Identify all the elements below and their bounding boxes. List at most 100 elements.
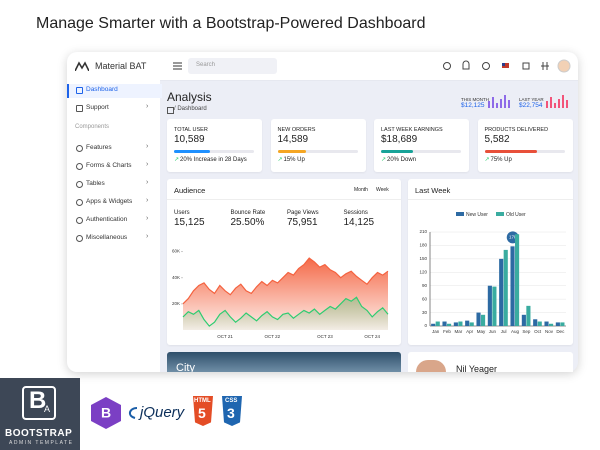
metric-value: 14,125 xyxy=(343,217,375,228)
divider xyxy=(408,199,573,200)
sidebar-item[interactable]: Miscellaneous xyxy=(86,234,128,241)
stat-label: NEW ORDERS xyxy=(277,127,316,133)
top-bar xyxy=(67,52,578,81)
avatar xyxy=(416,360,446,372)
stat-label: PRODUCTS DELIVERED xyxy=(484,127,549,133)
css3-label: CSS xyxy=(225,398,238,404)
badge-box xyxy=(22,386,56,420)
home-icon xyxy=(167,107,174,114)
stat-value: 10,589 xyxy=(174,134,205,145)
summary-label: LAST YEAR xyxy=(519,97,544,102)
stat-card card xyxy=(167,119,262,172)
brand-logo xyxy=(75,61,89,71)
headline: Manage Smarter with a Bootstrap-Powered … xyxy=(36,15,426,32)
css3-version: 3 xyxy=(227,405,235,421)
progress-bar xyxy=(484,150,537,153)
metric-value: 25.50% xyxy=(230,217,265,228)
summary-value: $12,125 xyxy=(461,102,485,109)
css3-shield xyxy=(222,396,242,426)
card-title: Last Week xyxy=(415,186,451,195)
chevron: › xyxy=(146,161,149,168)
stat-card card xyxy=(374,119,469,172)
page-title: Analysis xyxy=(167,90,212,104)
stat-note: 20% Down xyxy=(387,157,417,163)
tab[interactable]: Month xyxy=(354,187,368,193)
chevron: › xyxy=(146,103,149,110)
sidebar-item[interactable]: Authentication xyxy=(86,216,128,223)
sidebar-item[interactable]: Forms & Charts xyxy=(86,162,132,169)
svg-text:B: B xyxy=(101,405,111,421)
badge-title: BOOTSTRAP xyxy=(5,428,73,439)
stat-card card xyxy=(270,119,366,172)
stat-trend-icon: ↗ xyxy=(277,157,283,163)
progress-track xyxy=(174,150,254,153)
metric-label: Page Views xyxy=(287,210,319,216)
progress-bar xyxy=(174,150,210,153)
progress-bar xyxy=(381,150,413,153)
brand-badge xyxy=(0,378,80,450)
progress-track xyxy=(277,150,358,153)
stat-value: $18,689 xyxy=(381,134,418,145)
progress-track xyxy=(381,150,461,153)
sidebar-icon xyxy=(76,163,83,170)
badge-sub: A xyxy=(44,404,51,414)
chevron: › xyxy=(146,233,149,240)
sidebar-item[interactable]: Support xyxy=(86,104,109,111)
sidebar-icon xyxy=(76,235,83,242)
profile-name: Nil Yeager xyxy=(456,364,498,374)
stat-label: LAST WEEK EARNINGS xyxy=(381,127,443,133)
top-icons[interactable] xyxy=(443,57,573,75)
stat-note: 75% Up xyxy=(490,157,512,163)
tab[interactable]: Week xyxy=(376,187,389,193)
sidebar-icon xyxy=(76,87,83,94)
metric-label: Bounce Rate xyxy=(230,210,266,216)
sidebar-icon xyxy=(76,105,83,112)
sidebar-section: Components xyxy=(75,124,110,130)
metric-label: Sessions xyxy=(343,210,368,216)
brand: Material BAT xyxy=(95,61,147,71)
stat-card card xyxy=(477,119,573,172)
audience-card xyxy=(167,179,401,345)
chevron: › xyxy=(146,143,149,150)
metric-label: Users xyxy=(174,210,190,216)
search-box[interactable] xyxy=(188,58,277,74)
sidebar-icon xyxy=(76,181,83,188)
jquery-swirl xyxy=(129,407,138,419)
metric-value: 75,951 xyxy=(287,217,318,228)
chevron: › xyxy=(146,197,149,204)
html5-version: 5 xyxy=(198,405,206,421)
summary-value: $22,754 xyxy=(519,102,543,109)
html5-label: HTML xyxy=(194,398,211,404)
html5-shield xyxy=(193,396,213,426)
sidebar-icon xyxy=(76,199,83,206)
stat-value: 14,589 xyxy=(277,134,309,145)
jquery-logo: jQuery xyxy=(140,404,185,421)
stat-value: 5,582 xyxy=(484,134,510,145)
bootstrap-logo: B xyxy=(91,397,121,429)
stat-note: 15% Up xyxy=(283,157,305,163)
sidebar-item[interactable]: Dashboard xyxy=(86,86,118,93)
stat-note: 20% Increase in 28 Days xyxy=(180,157,247,163)
profile-card xyxy=(408,352,573,372)
progress-bar xyxy=(277,150,306,153)
stat-trend-icon: ↗ xyxy=(174,157,180,163)
card-title: Audience xyxy=(174,186,206,195)
search-placeholder: Search xyxy=(196,62,216,68)
active-item-bg xyxy=(67,84,162,98)
menu-icon[interactable] xyxy=(173,62,182,70)
image-card-text: City xyxy=(176,362,195,372)
last-week-card xyxy=(408,179,573,345)
sidebar-item[interactable]: Tables xyxy=(86,180,105,187)
sidebar xyxy=(67,80,160,372)
chevron: › xyxy=(146,215,149,222)
divider xyxy=(167,199,401,200)
chevron: › xyxy=(146,179,149,186)
stat-trend-icon: ↗ xyxy=(484,157,490,163)
sidebar-item[interactable]: Apps & Widgets xyxy=(86,198,133,205)
stat-trend-icon: ↗ xyxy=(381,157,387,163)
breadcrumb: / Dashboard xyxy=(174,106,207,112)
summary-label: THIS MONTH xyxy=(461,97,489,102)
sidebar-item[interactable]: Features xyxy=(86,144,112,151)
